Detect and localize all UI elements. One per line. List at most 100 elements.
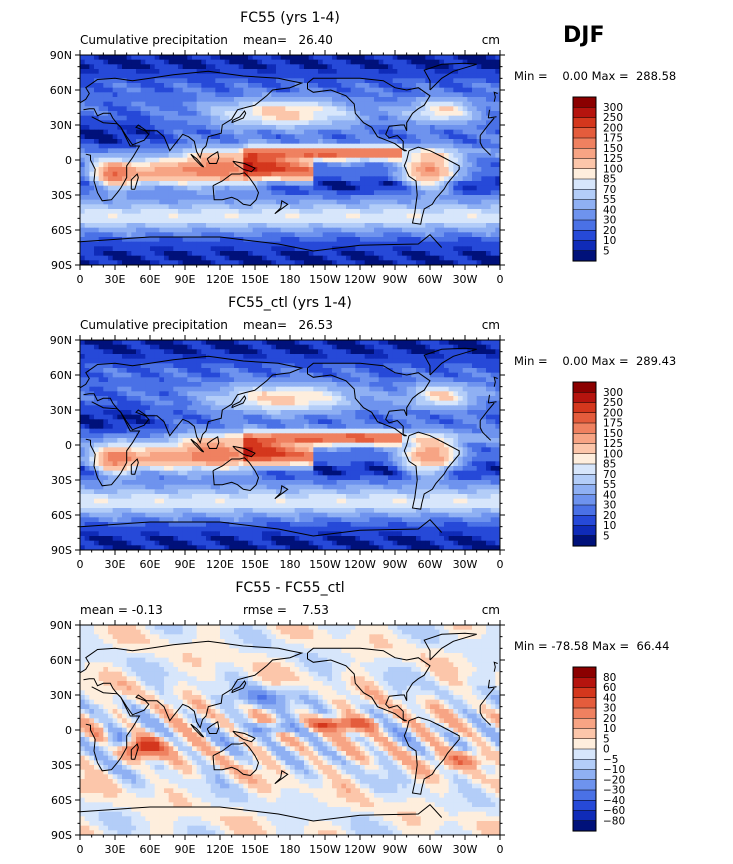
panel-mid-label: mean= 26.53 (243, 318, 333, 332)
colorbar-label: −60 (603, 805, 625, 817)
colorbar-swatch (572, 433, 597, 445)
coastline-eurasia (487, 394, 490, 404)
x-tick-label: 60E (140, 558, 161, 571)
panel-stats: Min = 0.00 Max = 289.43 (514, 354, 676, 368)
coastline-antarctica (79, 804, 443, 822)
colorbar-label: 20 (603, 713, 616, 725)
coastline-eurasia (488, 116, 497, 119)
colorbar-label: −80 (603, 815, 625, 827)
colorbar-label: 5 (603, 245, 610, 257)
colorbar-label: 40 (603, 489, 616, 501)
coastline-borneo (206, 436, 220, 449)
coastline-greenland (423, 347, 477, 376)
colorbar-label: 150 (603, 428, 623, 440)
map-field (80, 55, 501, 266)
colorbar-swatch (572, 240, 597, 252)
x-tick-label: 60W (418, 273, 443, 286)
coastline-japan (231, 680, 247, 694)
y-tick-label: 30S (51, 474, 72, 487)
coastline-antarctica (79, 234, 443, 252)
y-tick-label: 90S (51, 829, 72, 842)
x-tick-label: 30E (105, 558, 126, 571)
colorbar-swatch (572, 535, 597, 547)
coastline-nz (274, 199, 289, 215)
y-tick-label: 60S (51, 224, 72, 237)
coastline-eurasia (487, 109, 490, 119)
colorbar-label: 70 (603, 469, 616, 481)
y-tick-label: 90S (51, 259, 72, 272)
x-tick-label: 0 (497, 273, 504, 286)
colorbar-swatch (572, 381, 597, 393)
colorbar-swatch (572, 474, 597, 486)
colorbar-label: 0 (603, 744, 610, 756)
x-tick-label: 0 (77, 843, 84, 856)
coastline-eurasia (487, 679, 490, 689)
colorbar-swatch (572, 789, 597, 801)
y-tick-label: 60S (51, 509, 72, 522)
coastline-eurasia (488, 401, 497, 404)
colorbar-label: 55 (603, 194, 616, 206)
y-tick-label: 90N (50, 49, 72, 62)
panel-title: FC55_ctl (yrs 1-4) (228, 295, 352, 311)
colorbar-swatch (572, 494, 597, 506)
coastline-uk (493, 91, 498, 102)
colorbar-swatch (572, 687, 597, 699)
x-tick-label: 150W (309, 843, 341, 856)
colorbar-swatch (572, 96, 597, 108)
coastline-australia (212, 172, 260, 207)
colorbar-swatch (572, 779, 597, 791)
colorbar-label: 40 (603, 692, 616, 704)
coastline-uk (493, 376, 498, 387)
x-tick-label: 150W (309, 558, 341, 571)
colorbar-label: 250 (603, 112, 623, 124)
colorbar-swatch (572, 199, 597, 211)
y-tick-label: 60N (50, 654, 72, 667)
x-tick-label: 30W (453, 843, 478, 856)
x-tick-label: 120E (206, 558, 234, 571)
coastline-nz (274, 484, 289, 500)
colorbar-swatch (572, 504, 597, 516)
colorbar-label: 85 (603, 174, 616, 186)
colorbar-label: 10 (603, 235, 616, 247)
colorbar-swatch (572, 178, 597, 190)
colorbar-label: −30 (603, 785, 625, 797)
colorbar-label: 175 (603, 418, 623, 430)
coastline-australia (212, 457, 260, 492)
colorbar-label: 200 (603, 122, 623, 134)
colorbar-label: 80 (603, 672, 616, 684)
coastline-africa (479, 687, 495, 706)
x-tick-label: 90E (175, 273, 196, 286)
y-tick-label: 60S (51, 794, 72, 807)
x-tick-label: 0 (497, 558, 504, 571)
colorbar-label: 85 (603, 459, 616, 471)
colorbar-label: 100 (603, 163, 623, 175)
coastline-japan (231, 395, 247, 409)
panel-units: cm (482, 318, 500, 332)
colorbar-label: 70 (603, 184, 616, 196)
coastline-namerica (307, 362, 431, 437)
coastline-madagascar (130, 458, 139, 475)
x-tick-label: 150E (241, 273, 269, 286)
colorbar-label: 10 (603, 520, 616, 532)
season-label: DJF (563, 23, 604, 48)
coastline-samerica (403, 716, 460, 795)
colorbar-swatch (572, 738, 597, 750)
panels: FC55 (yrs 1-4) Cumulative precipitation me… (50, 10, 676, 856)
x-tick-label: 90W (383, 843, 408, 856)
colorbar-label: 40 (603, 204, 616, 216)
y-tick-label: 30S (51, 759, 72, 772)
colorbar-swatch (572, 117, 597, 129)
x-tick-label: 30E (105, 843, 126, 856)
colorbar-swatch (572, 219, 597, 231)
x-tick-label: 150W (309, 273, 341, 286)
coastline-samerica (403, 146, 460, 225)
coastline-eurasia (488, 686, 497, 689)
panel-mid-label: rmse = 7.53 (243, 603, 329, 617)
coastline-newguinea (232, 160, 256, 173)
colorbar-swatch (572, 677, 597, 689)
x-tick-label: 180 (280, 273, 301, 286)
colorbar-swatch (572, 443, 597, 455)
colorbar-swatch (572, 666, 597, 678)
